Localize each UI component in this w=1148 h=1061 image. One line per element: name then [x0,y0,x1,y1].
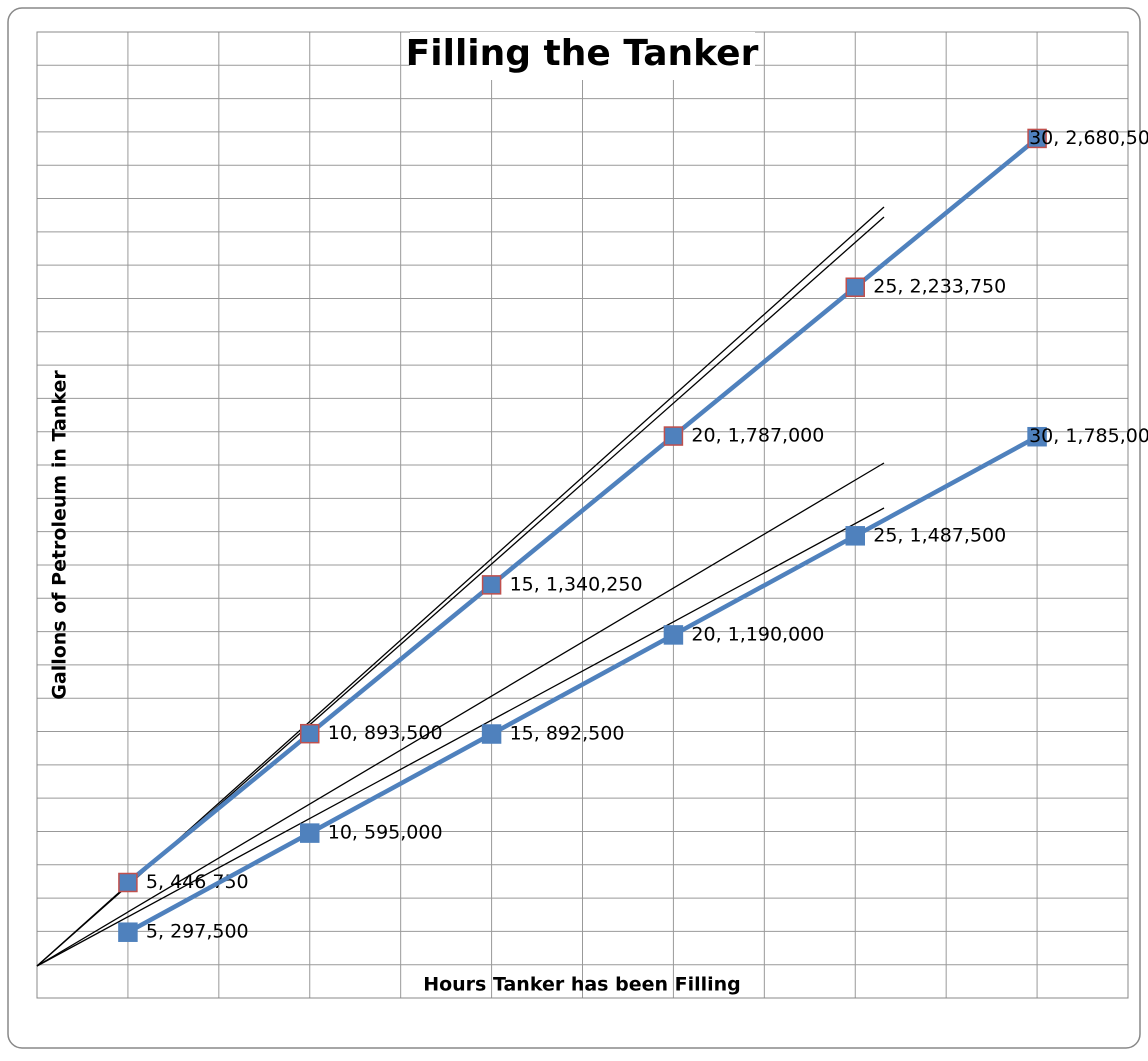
marker [300,723,320,744]
title-bg [410,32,755,80]
data-label: 15, 1,340,250 [510,573,643,595]
marker [481,724,502,744]
y-axis-label: Gallons of Petroleum in Tanker [49,370,71,700]
marker [845,526,865,546]
data-label: 25, 1,487,500 [873,524,1006,546]
marker [663,625,684,645]
series-line [126,136,1039,885]
data-label: 10, 893,500 [328,722,443,744]
data-label: 20, 1,190,000 [691,623,824,645]
marker [1027,128,1047,149]
chart-frame [7,7,1141,1049]
drawn-line [36,462,885,967]
data-label: 25, 2,233,750 [873,276,1006,298]
data-label: 5, 297,500 [146,921,249,943]
data-label: 5, 446,750 [146,871,249,893]
data-label: 10, 595,000 [328,822,443,844]
marker [118,872,138,893]
marker [481,575,502,595]
series-line [126,434,1039,935]
grid [36,31,1129,999]
data-label: 30, 1,785,000 [1029,425,1148,447]
data-label: 15, 892,500 [510,723,625,745]
data-label: 20, 1,787,000 [691,425,824,447]
x-axis-label: Hours Tanker has been Filling [423,974,741,996]
marker [845,277,865,297]
drawn-line [36,507,885,967]
marker [118,922,138,942]
marker [1027,426,1047,447]
marker [300,823,320,843]
chart-title: Filling the Tanker [406,33,759,74]
data-label: 30, 2,680,500 [1029,127,1148,149]
marker [663,426,684,446]
